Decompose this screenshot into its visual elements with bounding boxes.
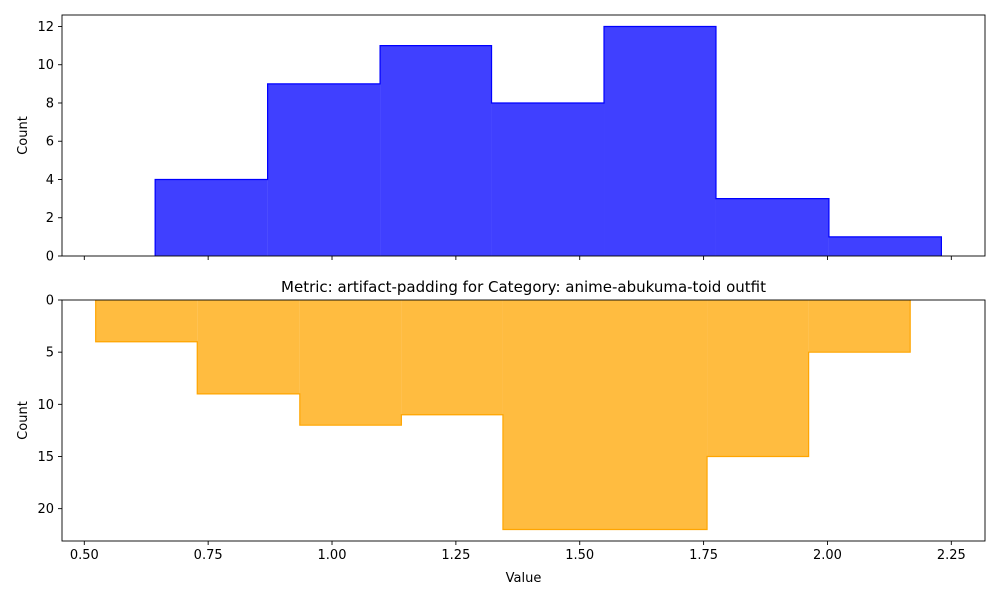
- histogram-bar: [707, 300, 809, 457]
- histogram-bar: [502, 300, 606, 530]
- histogram-bar: [491, 102, 605, 256]
- histogram-bar: [380, 45, 492, 256]
- x-tick-label: 2.25: [937, 548, 966, 563]
- histogram-bar: [197, 300, 300, 394]
- histogram-bar: [267, 83, 381, 256]
- histogram-bar: [715, 198, 829, 256]
- y-tick-label: 10: [37, 58, 54, 73]
- y-axis-label: Count: [16, 401, 31, 440]
- y-tick-label: 2: [46, 211, 54, 226]
- x-tick-label: 0.75: [194, 548, 223, 563]
- x-tick-label: 1.50: [565, 548, 594, 563]
- histogram-bar: [95, 300, 198, 342]
- y-tick-label: 20: [37, 502, 54, 517]
- histogram-step-outline: [154, 25, 943, 256]
- y-tick-label: 4: [46, 173, 54, 188]
- y-tick-label: 8: [46, 96, 54, 111]
- x-tick-label: 1.00: [318, 548, 347, 563]
- x-tick-label: 1.25: [441, 548, 470, 563]
- y-tick-label: 10: [37, 398, 54, 413]
- chart-title: Metric: artifact-padding for Category: a…: [281, 278, 766, 296]
- axes-frame: [61, 299, 986, 542]
- x-tick-label: 2.00: [813, 548, 842, 563]
- y-axis-label: Count: [16, 116, 31, 155]
- x-axis-label: Value: [506, 571, 542, 586]
- histogram-bar: [605, 300, 708, 530]
- histogram-bar: [155, 179, 268, 256]
- bottom-histogram-panel: 0.50 0.75 1.00 1.25 1.50 1.75 2.00 2.25 0 5 10 15 20…: [16, 278, 986, 586]
- y-tick-label: 0: [46, 294, 54, 309]
- x-tick-label: 0.50: [70, 548, 99, 563]
- axes-frame: [61, 14, 986, 257]
- y-tick-label: 0: [46, 250, 54, 265]
- histogram-bar: [401, 300, 503, 415]
- y-tick-label: 5: [46, 346, 54, 361]
- y-tick-label: 6: [46, 135, 54, 150]
- histogram-step-outline: [95, 300, 911, 531]
- x-tick-label: 1.75: [689, 548, 718, 563]
- y-tick-label: 12: [37, 20, 54, 35]
- histogram-bar: [828, 236, 942, 256]
- histogram-bar: [299, 300, 402, 426]
- top-histogram-panel: 0 2 4 6 8 10 12 Count: [16, 14, 986, 265]
- histogram-bar: [604, 26, 716, 256]
- histogram-bar: [808, 300, 911, 353]
- y-tick-label: 15: [37, 450, 54, 465]
